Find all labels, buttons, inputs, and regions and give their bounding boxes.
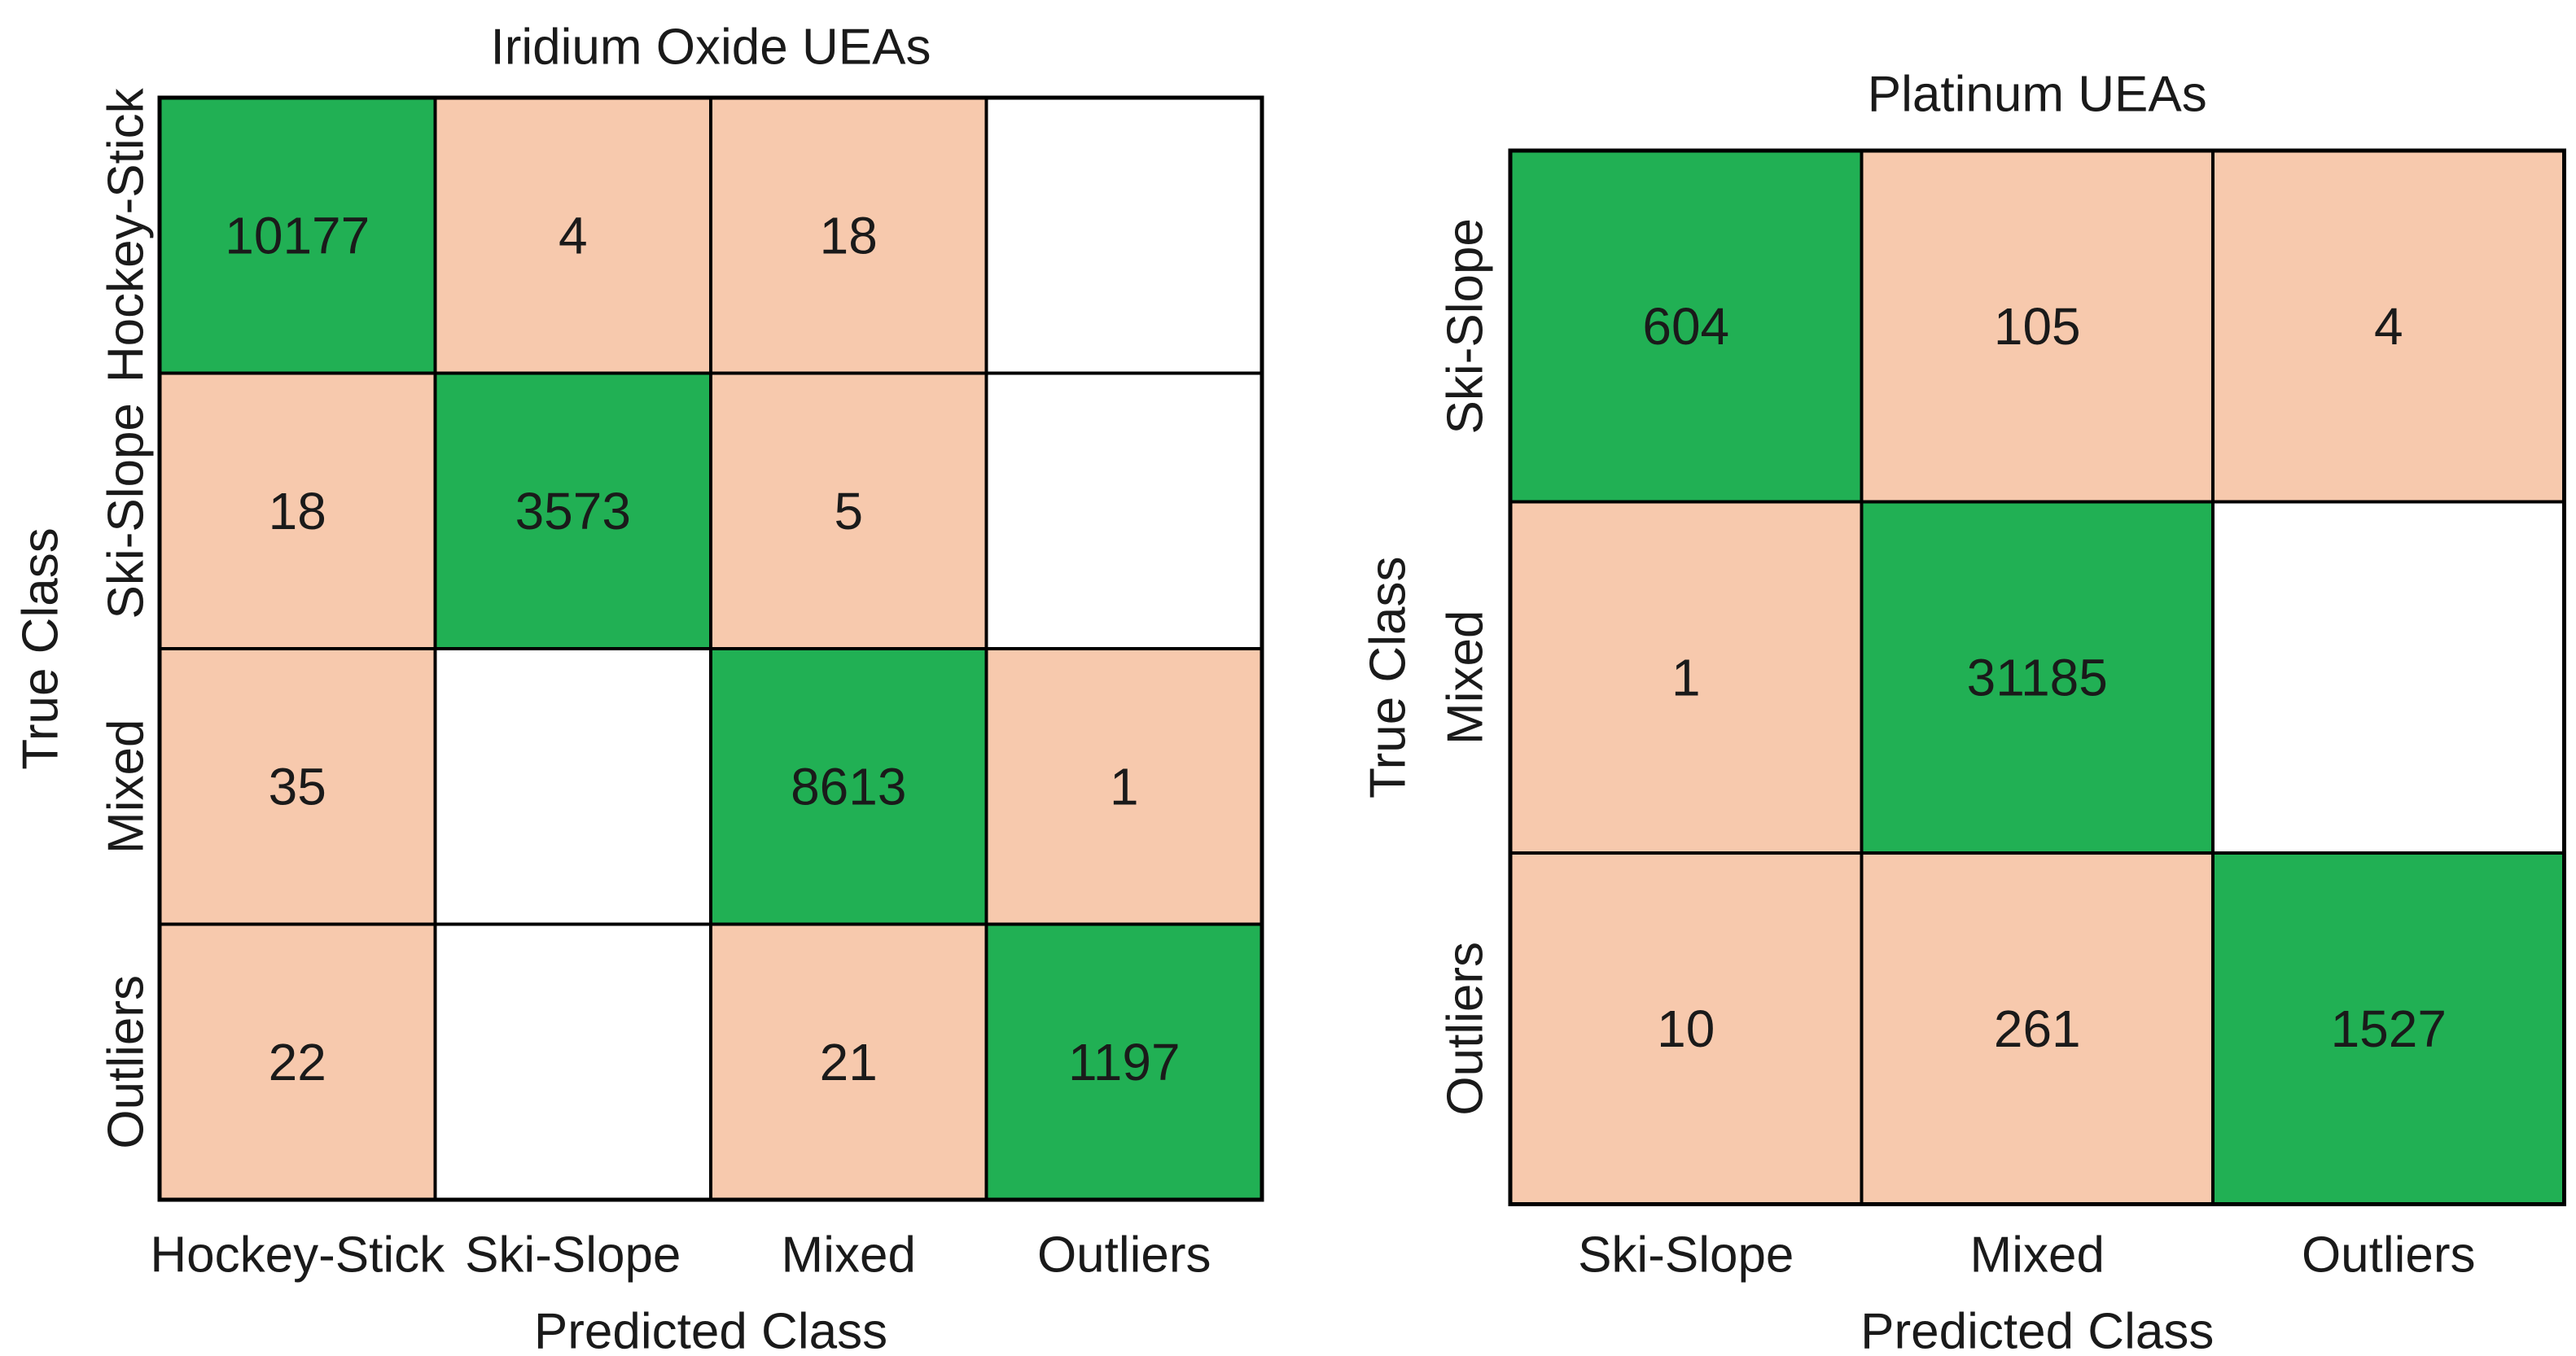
y-tick-mixed: Mixed — [1438, 610, 1494, 745]
cell-r1-c1 — [1860, 500, 2215, 855]
cell-value-r3-c2: 21 — [820, 1033, 878, 1091]
x-axis-label: Predicted Class — [1860, 1304, 2214, 1356]
cell-value-r0-c0: 604 — [1642, 297, 1729, 356]
y-axis-label: True Class — [13, 527, 69, 769]
x-tick-ski-slope: Ski-Slope — [465, 1227, 681, 1284]
platinum-confusion-matrix: 604 105 4 1 31185 10 261 1527 Ski-Slope Mixed Outl… — [1360, 67, 2566, 1356]
cell-value-r3-c0: 22 — [269, 1033, 326, 1091]
cell-r1-c1 — [433, 371, 712, 650]
y-tick-ski-slope: Ski-Slope — [99, 403, 155, 619]
cell-r0-c2 — [2211, 149, 2566, 504]
cell-r0-c0 — [1509, 149, 1864, 504]
cell-value-r0-c1: 4 — [559, 206, 588, 265]
cell-r1-c0 — [158, 371, 437, 650]
cell-r1-c0 — [1509, 500, 1864, 855]
x-tick-ski-slope: Ski-Slope — [1578, 1227, 1794, 1284]
cell-value-r2-c1: 261 — [1994, 1000, 2081, 1058]
y-tick-ski-slope: Ski-Slope — [1438, 218, 1494, 434]
cell-value-r1-c1: 3573 — [515, 482, 631, 540]
cell-value-r1-c2: 5 — [834, 482, 863, 540]
x-tick-hockey-stick: Hockey-Stick — [150, 1227, 445, 1284]
chart-title: Platinum UEAs — [1868, 67, 2207, 123]
x-tick-mixed: Mixed — [1970, 1227, 2105, 1284]
cell-value-r3-c3: 1197 — [1068, 1033, 1181, 1091]
matrix-border — [1508, 148, 2566, 1206]
cell-r2-c2 — [2211, 851, 2566, 1206]
matrix-border — [157, 95, 1264, 1202]
cell-value-r2-c0: 10 — [1657, 1000, 1715, 1058]
cell-value-r1-c0: 1 — [1671, 648, 1701, 706]
y-axis-label: True Class — [1360, 557, 1417, 798]
cell-r2-c0 — [1509, 851, 1864, 1206]
cell-r3-c3 — [984, 922, 1264, 1201]
cell-value-r2-c2: 8613 — [791, 757, 906, 816]
cell-r3-c0 — [158, 922, 437, 1201]
cell-value-r0-c2: 4 — [2374, 297, 2403, 356]
cell-r0-c1 — [433, 96, 712, 375]
cell-r0-c1 — [1860, 149, 2215, 504]
cell-value-r0-c2: 18 — [820, 206, 878, 265]
iridium-oxide-confusion-matrix: 10177 4 18 18 3573 5 35 8613 1 22 21 1197 Hockey-Sti… — [13, 20, 1264, 1356]
cell-r3-c1 — [433, 922, 712, 1201]
cell-r0-c3 — [984, 96, 1264, 375]
y-tick-outliers: Outliers — [1438, 942, 1494, 1116]
cell-r0-c0 — [158, 96, 437, 375]
x-tick-outliers: Outliers — [2302, 1227, 2476, 1284]
chart-title: Iridium Oxide UEAs — [491, 20, 931, 76]
cell-value-r2-c0: 35 — [269, 757, 326, 816]
cell-r1-c3 — [984, 371, 1264, 650]
cell-r2-c2 — [709, 647, 988, 926]
x-tick-mixed: Mixed — [782, 1227, 916, 1284]
cell-r2-c1 — [433, 647, 712, 926]
cell-value-r1-c1: 31185 — [1967, 648, 2108, 706]
cell-r1-c2 — [2211, 500, 2566, 855]
cell-value-r2-c3: 1 — [1110, 757, 1139, 816]
x-tick-outliers: Outliers — [1037, 1227, 1211, 1284]
x-axis-label: Predicted Class — [534, 1304, 887, 1356]
y-tick-hockey-stick: Hockey-Stick — [99, 87, 155, 383]
cell-value-r2-c2: 1527 — [2331, 1000, 2447, 1058]
cell-value-r0-c0: 10177 — [225, 206, 370, 265]
y-tick-outliers: Outliers — [99, 975, 155, 1149]
cell-r1-c2 — [709, 371, 988, 650]
cell-value-r0-c1: 105 — [1994, 297, 2081, 356]
y-tick-mixed: Mixed — [99, 720, 155, 854]
cell-value-r1-c0: 18 — [269, 482, 326, 540]
